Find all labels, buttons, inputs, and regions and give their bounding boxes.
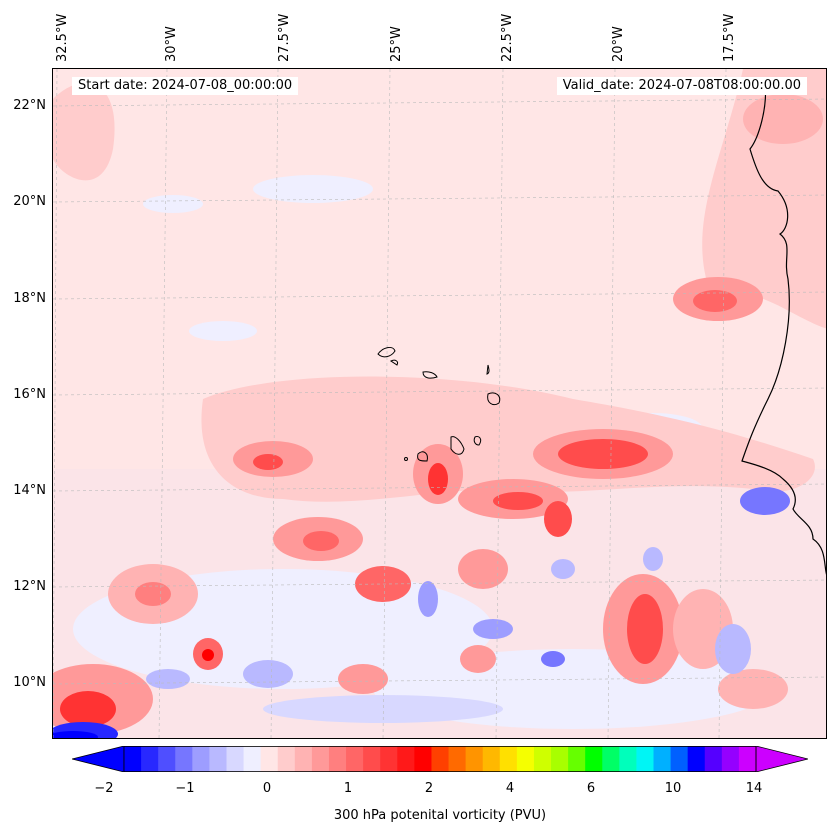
colorbar-segment <box>192 746 211 772</box>
colorbar-tick: −1 <box>175 781 195 796</box>
lon-label: 32.5°W <box>55 13 70 62</box>
colorbar-segment <box>260 746 279 772</box>
pv-contours-negative <box>53 487 790 738</box>
map-gridlines <box>53 69 826 738</box>
pv-contour-neg <box>143 195 203 213</box>
colorbar-segment <box>704 746 723 772</box>
pv-field-upper <box>53 69 826 469</box>
colorbar-segment <box>380 746 398 772</box>
lat-label: 14°N <box>13 483 46 498</box>
pv-contour-neg <box>253 175 373 203</box>
colorbar-segment <box>397 746 415 772</box>
colorbar-segment <box>175 746 193 772</box>
colorbar-tick: 14 <box>745 781 763 796</box>
colorbar-segment <box>277 746 296 772</box>
colorbar-segment <box>448 746 467 772</box>
colorbar-segment <box>533 746 552 772</box>
colorbar-segment <box>551 746 569 772</box>
lon-label: 17.5°W <box>722 13 737 62</box>
colorbar-svg <box>72 746 808 772</box>
lat-label: 20°N <box>13 194 46 209</box>
colorbar-segment <box>516 746 535 772</box>
colorbar-segment <box>499 746 518 772</box>
colorbar-segment <box>568 746 586 772</box>
colorbar-segment <box>482 746 501 772</box>
colorbar-segment <box>158 746 176 772</box>
colorbar-segment <box>141 746 159 772</box>
colorbar-segment <box>243 746 262 772</box>
colorbar-segment <box>602 746 620 772</box>
colorbar-segment <box>294 746 313 772</box>
lat-label: 12°N <box>13 579 46 594</box>
lon-label: 30°W <box>164 26 179 62</box>
colorbar-label: 300 hPa potenital vorticity (PVU) <box>333 808 547 823</box>
colorbar-segment <box>209 746 228 772</box>
lat-label: 10°N <box>13 675 46 690</box>
colorbar-tick: 2 <box>424 781 434 796</box>
colorbar-segment <box>738 746 757 772</box>
start-date-label: Start date: 2024-07-08_00:00:00 <box>72 77 299 95</box>
colorbar-segment <box>414 746 433 772</box>
lat-label: 16°N <box>13 387 46 402</box>
lat-label: 22°N <box>13 98 46 113</box>
colorbar-tick: −2 <box>94 781 114 796</box>
colorbar-segment <box>585 746 603 772</box>
colorbar-segment <box>465 746 484 772</box>
lon-label: 22.5°W <box>500 13 515 62</box>
colorbar-segment <box>311 746 330 772</box>
colorbar-segment <box>670 746 689 772</box>
colorbar-tick: 1 <box>343 781 353 796</box>
lon-label: 20°W <box>611 26 626 62</box>
islands <box>377 346 501 462</box>
lon-label: 27.5°W <box>277 13 292 62</box>
colorbar-segment <box>636 746 655 772</box>
colorbar-extend-low <box>72 746 125 772</box>
colorbar-segment <box>346 746 364 772</box>
pv-contour-neg <box>263 695 503 723</box>
colorbar-tick: 10 <box>664 781 682 796</box>
coastline <box>741 80 826 576</box>
colorbar-outline <box>123 746 757 772</box>
colorbar-extend-high <box>755 746 808 772</box>
colorbar-segment <box>363 746 381 772</box>
colorbar-segment <box>619 746 638 772</box>
colorbar-segment <box>687 746 706 772</box>
colorbar-segment <box>721 746 740 772</box>
lat-label: 18°N <box>13 291 46 306</box>
colorbar-segment <box>124 746 142 772</box>
colorbar-tick: 0 <box>262 781 272 796</box>
pv-contours-positive <box>53 69 826 734</box>
valid-date-label: Valid_date: 2024-07-08T08:00:00.00 <box>556 77 807 95</box>
map-panel <box>52 68 827 739</box>
pv-map <box>53 69 826 738</box>
colorbar-tick: 4 <box>505 781 515 796</box>
pv-contour-neg <box>189 321 257 341</box>
colorbar-segment <box>431 746 450 772</box>
colorbar-segment <box>328 746 347 772</box>
colorbar-tick: 6 <box>586 781 596 796</box>
lon-label: 25°W <box>389 26 404 62</box>
colorbar-segment <box>226 746 245 772</box>
colorbar-segment <box>653 746 672 772</box>
colorbar <box>72 746 808 772</box>
